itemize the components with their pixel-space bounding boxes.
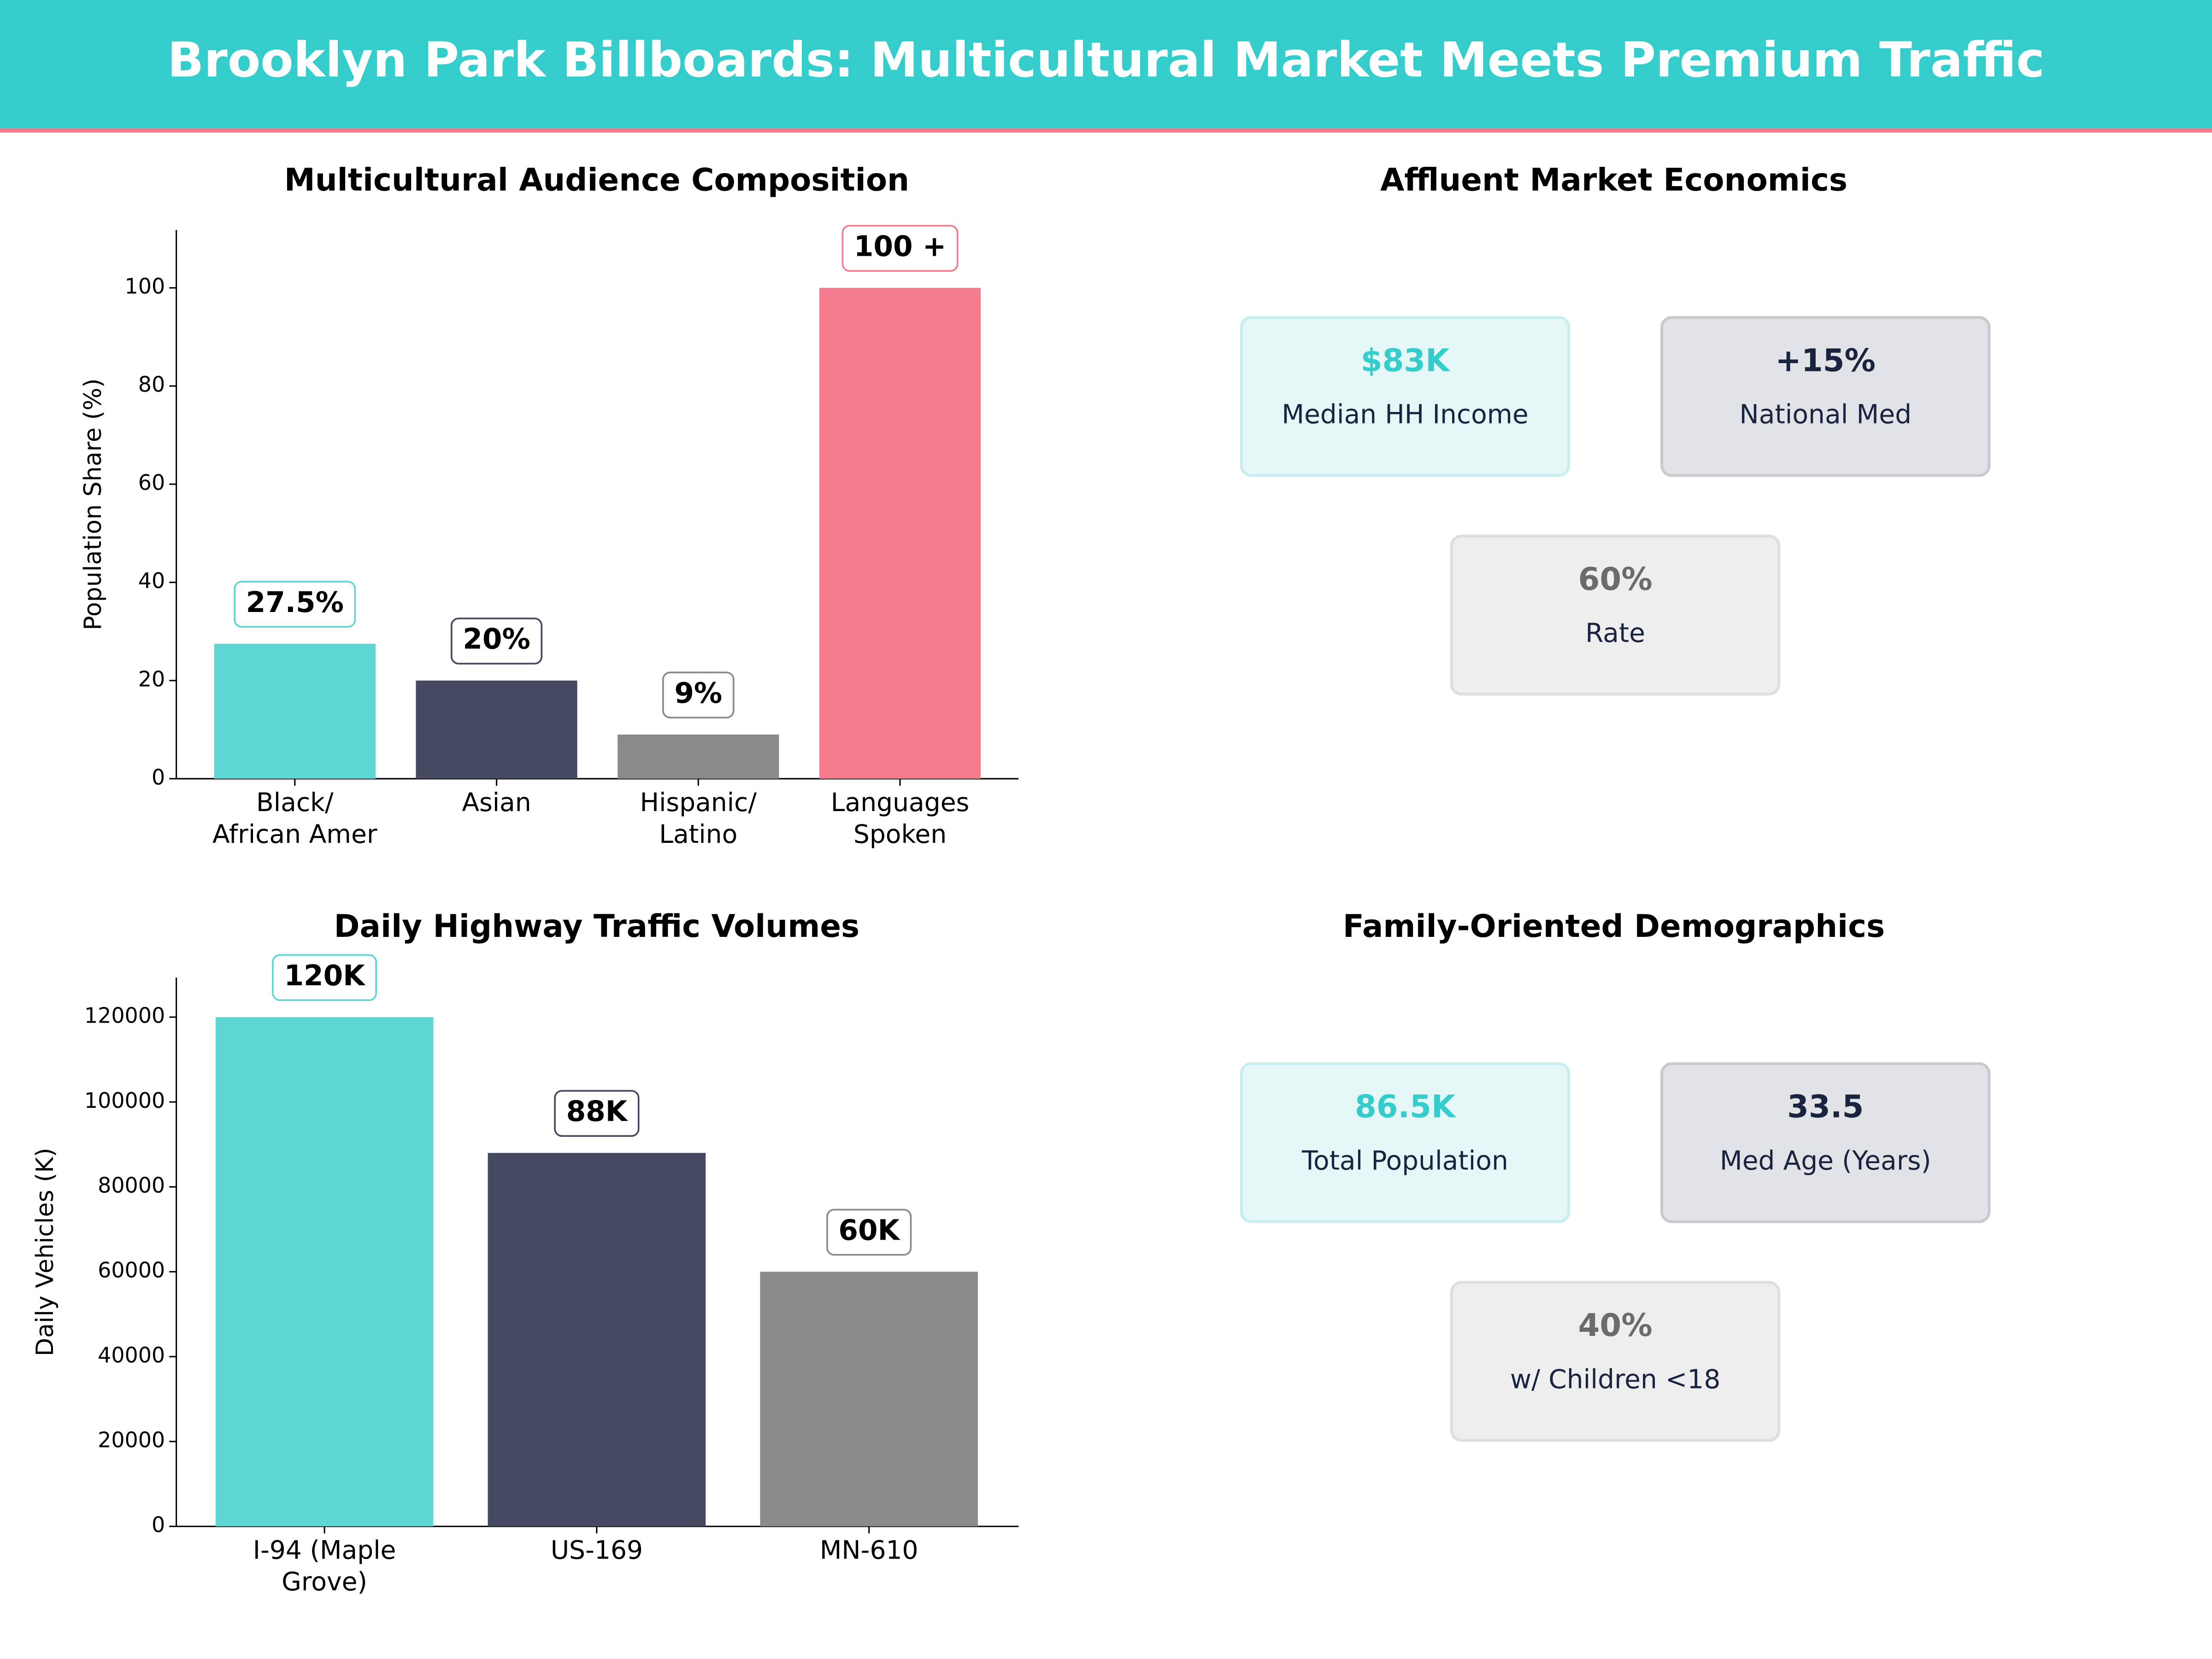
bar — [760, 1271, 978, 1527]
x-tick-label: MN-610 — [820, 1535, 918, 1565]
stat-label: Median HH Income — [1282, 400, 1528, 430]
stat-card — [1450, 1281, 1781, 1442]
value-label-box — [662, 671, 735, 719]
value-label: 9% — [674, 677, 722, 710]
stat-card — [1240, 1062, 1571, 1224]
y-tick-label: 100000 — [84, 1088, 165, 1113]
value-label: 20% — [463, 623, 530, 656]
stat-card — [1660, 316, 1991, 477]
stat-label: National Med — [1739, 400, 1912, 430]
stat-value: 33.5 — [1787, 1088, 1864, 1125]
stat-label: w/ Children <18 — [1510, 1365, 1720, 1395]
x-tick-label: US-169 — [551, 1535, 643, 1565]
y-tick-label: 0 — [152, 1512, 165, 1537]
stat-value: 40% — [1578, 1307, 1653, 1343]
value-label-box — [272, 954, 377, 1001]
stat-card — [1240, 316, 1571, 477]
value-label: 60K — [838, 1214, 900, 1247]
header-bar — [0, 0, 2212, 129]
bar — [416, 680, 577, 779]
value-label: 100 + — [854, 230, 946, 263]
y-tick-label: 120000 — [84, 1003, 165, 1028]
stat-label: Med Age (Years) — [1720, 1146, 1931, 1176]
stat-value: 86.5K — [1355, 1088, 1457, 1125]
panel-title: Affluent Market Economics — [1380, 161, 1847, 198]
stat-value: +15% — [1775, 342, 1876, 378]
bar — [618, 734, 779, 779]
value-label-box — [234, 581, 356, 628]
value-label: 27.5% — [246, 586, 344, 619]
stat-label: Rate — [1585, 618, 1645, 648]
header-rule — [0, 128, 2212, 133]
x-tick-label: Languages Spoken — [831, 788, 970, 849]
y-tick-label: 80000 — [98, 1173, 165, 1198]
bar — [488, 1153, 706, 1527]
value-label-box — [841, 225, 959, 272]
bar — [819, 288, 981, 779]
stat-card — [1450, 535, 1781, 696]
y-tick-label: 60 — [138, 470, 165, 495]
x-tick-label: I-94 (Maple Grove) — [253, 1535, 396, 1596]
value-label: 120K — [284, 959, 366, 992]
panel-title: Family-Oriented Demographics — [1343, 908, 1885, 944]
x-tick-label: Hispanic/Latino — [640, 788, 757, 849]
y-tick-label: 80 — [138, 372, 165, 397]
y-axis-label: Population Share (%) — [79, 378, 107, 630]
value-label-box — [554, 1090, 640, 1137]
y-tick-label: 20 — [138, 666, 165, 691]
stat-value: 60% — [1578, 561, 1653, 597]
chart-title: Daily Highway Traffic Volumes — [334, 908, 859, 944]
value-label-box — [826, 1209, 912, 1256]
value-label-box — [450, 618, 543, 665]
stat-label: Total Population — [1301, 1146, 1508, 1176]
y-tick-label: 40000 — [98, 1342, 165, 1367]
y-tick-label: 40 — [138, 568, 165, 593]
x-tick-label: Asian — [462, 788, 531, 817]
value-label: 88K — [566, 1095, 629, 1128]
y-tick-label: 20000 — [98, 1428, 165, 1453]
chart-title: Multicultural Audience Composition — [284, 161, 909, 198]
header-title: Brooklyn Park Billboards: Multicultural … — [167, 32, 2045, 88]
stat-card — [1660, 1062, 1991, 1224]
stat-value: $83K — [1361, 342, 1451, 378]
y-axis-label: Daily Vehicles (K) — [31, 1148, 59, 1357]
y-tick-label: 60000 — [98, 1258, 165, 1282]
x-tick-label: Black/African Amer — [212, 788, 377, 849]
y-tick-label: 0 — [152, 765, 165, 789]
y-tick-label: 100 — [125, 274, 165, 299]
bar — [214, 643, 376, 779]
bar — [215, 1017, 434, 1527]
